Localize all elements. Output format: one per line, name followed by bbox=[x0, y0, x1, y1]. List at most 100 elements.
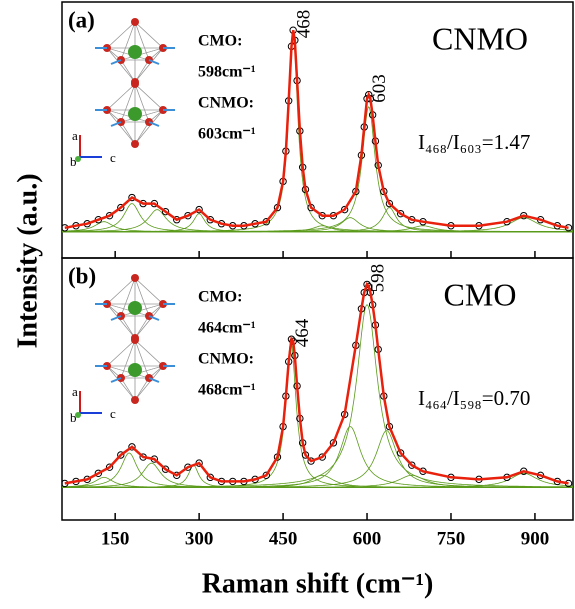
axis-letter: a bbox=[72, 384, 78, 399]
bond bbox=[134, 377, 150, 401]
arrow bbox=[148, 121, 160, 127]
fit-component bbox=[62, 217, 573, 233]
bond bbox=[134, 365, 164, 401]
arrow bbox=[110, 121, 122, 127]
axis-letter: b bbox=[70, 154, 77, 169]
data-point bbox=[128, 193, 136, 202]
bond bbox=[134, 303, 164, 339]
axis-dot bbox=[75, 156, 81, 162]
bond bbox=[134, 109, 164, 145]
axis-letter: a bbox=[72, 128, 78, 143]
bond bbox=[134, 121, 150, 145]
axis-letter: c bbox=[110, 150, 116, 165]
bond bbox=[106, 109, 136, 145]
atom bbox=[131, 80, 139, 88]
data-point bbox=[117, 451, 125, 459]
inset-text: 598cm⁻¹ bbox=[198, 64, 256, 81]
arrow bbox=[148, 315, 160, 321]
data-point bbox=[94, 469, 103, 477]
data-point bbox=[161, 207, 170, 216]
data-point bbox=[161, 465, 170, 473]
x-tick-label: 300 bbox=[185, 528, 214, 549]
atom-center bbox=[128, 363, 142, 377]
peak-label: 603 bbox=[369, 74, 390, 103]
bond bbox=[120, 109, 164, 123]
bond bbox=[120, 47, 164, 61]
fit-line bbox=[64, 281, 569, 485]
bond bbox=[106, 83, 136, 111]
peak-label: 464 bbox=[292, 318, 313, 347]
peak-label: 598 bbox=[367, 264, 388, 293]
bond bbox=[134, 315, 150, 339]
atom bbox=[131, 336, 139, 344]
arrow bbox=[110, 377, 122, 383]
atom bbox=[131, 274, 139, 282]
bond bbox=[106, 109, 150, 123]
inset-text: CNMO: bbox=[198, 95, 254, 112]
data-point bbox=[128, 443, 136, 451]
arrow bbox=[148, 59, 160, 65]
fit-component bbox=[62, 340, 573, 488]
data-point bbox=[385, 199, 394, 208]
inset-text: CMO: bbox=[198, 33, 242, 50]
bond bbox=[106, 21, 136, 49]
inset-text: 468cm⁻¹ bbox=[198, 382, 256, 399]
x-tick-label: 150 bbox=[101, 528, 130, 549]
atom bbox=[131, 18, 139, 26]
plot-frame bbox=[61, 257, 574, 521]
atom-center bbox=[128, 301, 142, 315]
y-axis-label: Intensity (a.u.) bbox=[12, 173, 43, 348]
axis-letter: c bbox=[110, 406, 116, 421]
bond bbox=[106, 47, 136, 83]
sample-name: CMO bbox=[444, 276, 517, 312]
x-tick-label: 750 bbox=[437, 528, 466, 549]
bond bbox=[134, 83, 150, 123]
bond bbox=[106, 47, 150, 61]
bond bbox=[106, 303, 150, 317]
inset-text: CNMO: bbox=[198, 351, 254, 368]
panel-label: (a) bbox=[68, 7, 95, 32]
atom bbox=[131, 140, 139, 148]
bond bbox=[134, 21, 164, 49]
bond bbox=[134, 277, 164, 305]
atom bbox=[131, 396, 139, 404]
axis-letter: b bbox=[70, 410, 77, 425]
inset-text: CMO: bbox=[198, 289, 242, 306]
bond bbox=[120, 339, 136, 379]
bond bbox=[134, 339, 164, 367]
bond bbox=[120, 277, 136, 317]
bond bbox=[106, 339, 136, 367]
panel-label: (b) bbox=[68, 263, 96, 288]
x-axis-label: Raman shift (cm⁻¹) bbox=[202, 568, 434, 599]
bond bbox=[120, 303, 164, 317]
bond bbox=[106, 303, 136, 339]
peak-label: 468 bbox=[294, 10, 315, 39]
data-point bbox=[195, 205, 203, 214]
bond bbox=[120, 315, 136, 339]
plot-area bbox=[62, 280, 573, 488]
data-point bbox=[340, 205, 349, 214]
bond bbox=[120, 83, 136, 123]
bond bbox=[120, 365, 164, 379]
bond bbox=[134, 83, 164, 111]
inset-text: 603cm⁻¹ bbox=[198, 126, 256, 143]
crystal-sketch bbox=[95, 18, 175, 148]
bond bbox=[120, 59, 136, 83]
sample-name: CNMO bbox=[432, 20, 528, 56]
bond bbox=[134, 59, 150, 83]
data-point bbox=[117, 203, 125, 212]
arrow bbox=[148, 377, 160, 383]
data-point bbox=[408, 461, 416, 469]
data-point bbox=[173, 471, 181, 480]
bond bbox=[120, 377, 136, 401]
arrow bbox=[110, 315, 122, 321]
plot-area bbox=[62, 26, 573, 233]
bond bbox=[106, 277, 136, 305]
x-tick-label: 450 bbox=[269, 528, 298, 549]
bond bbox=[120, 21, 136, 61]
intensity-ratio: I₄₆₈/I₆₀₃=1.47 bbox=[418, 130, 530, 154]
data-point bbox=[105, 463, 114, 471]
bond bbox=[106, 365, 136, 401]
bond bbox=[134, 277, 150, 317]
